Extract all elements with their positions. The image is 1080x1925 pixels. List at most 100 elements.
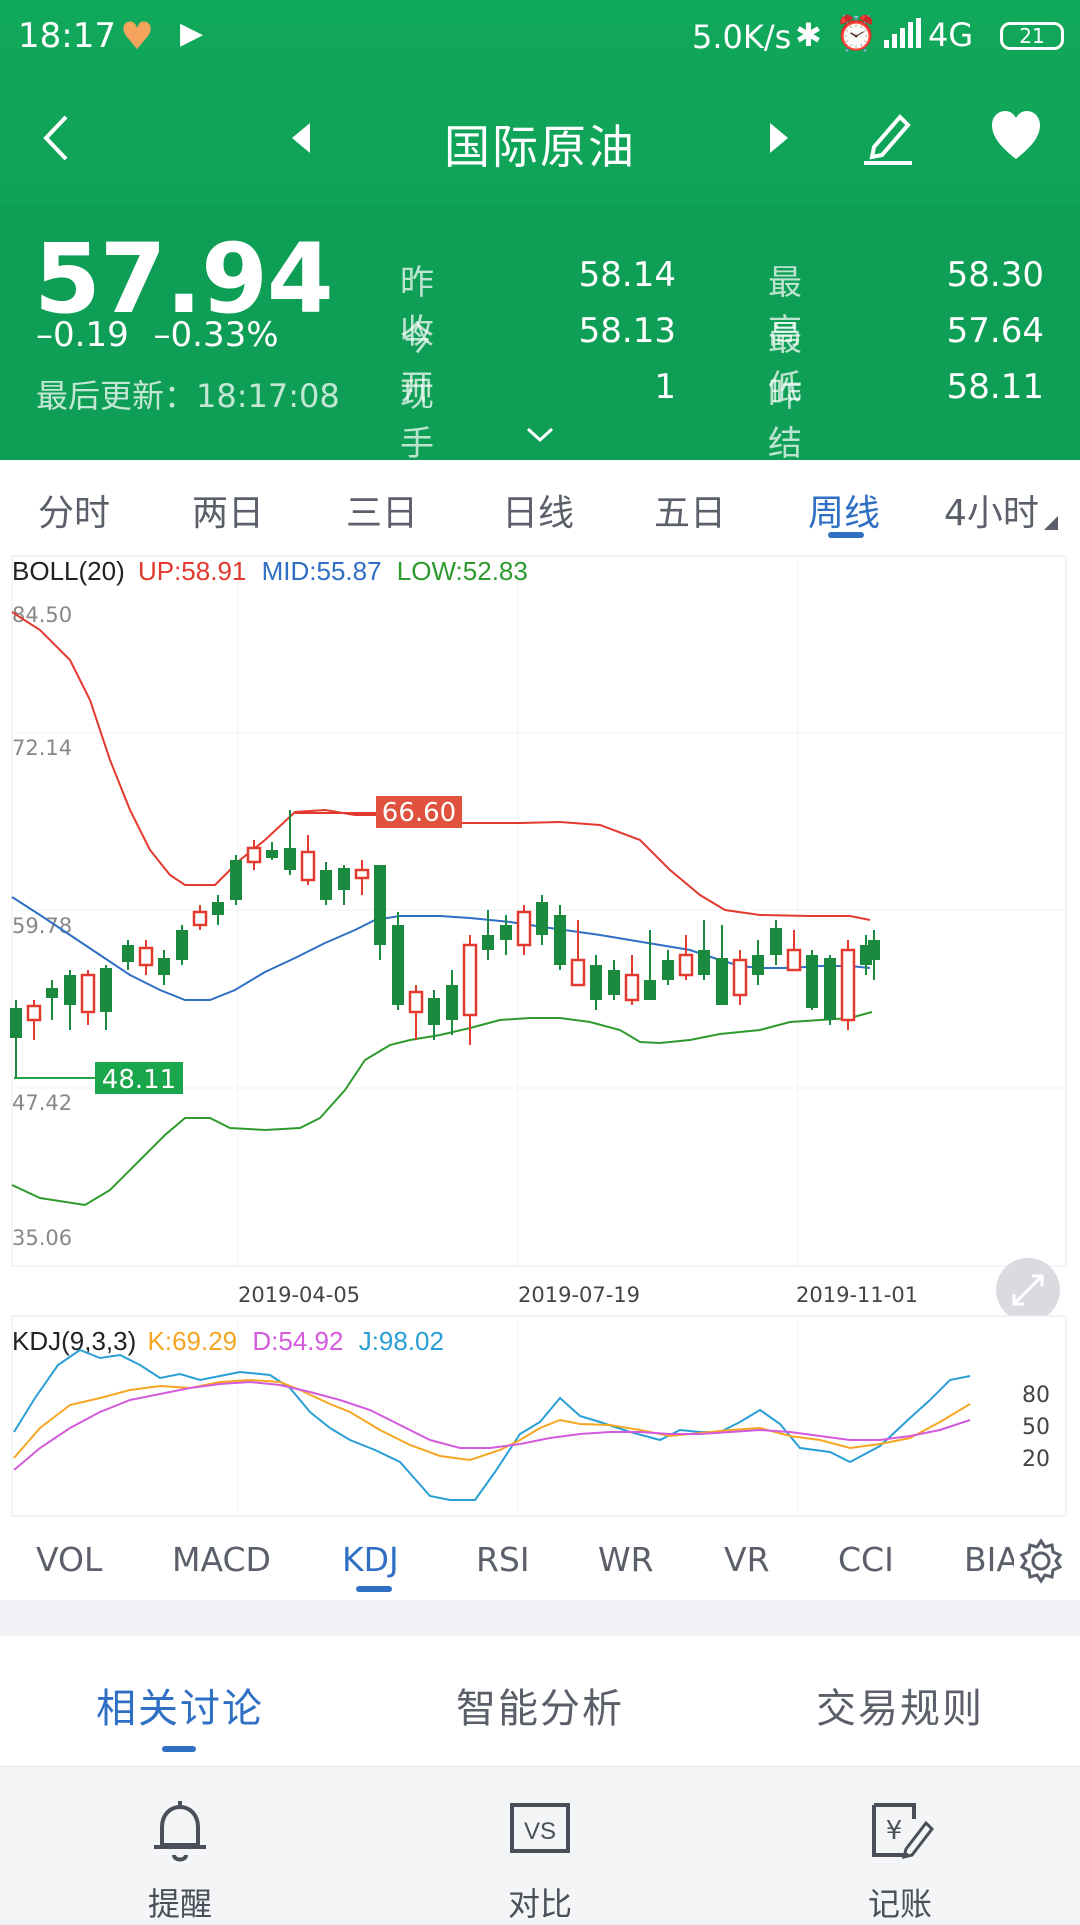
fullscreen-expand-icon[interactable] xyxy=(1012,1274,1044,1306)
tab-weekly[interactable]: 周线 xyxy=(808,493,881,534)
stat-high: 最高 58.30 xyxy=(768,255,1044,352)
candle-body xyxy=(590,965,602,1000)
candle-body xyxy=(158,958,170,975)
candle-body xyxy=(46,988,58,998)
dropdown-corner-icon[interactable] xyxy=(1044,516,1058,530)
min-marker-badge xyxy=(95,1062,183,1094)
stat-value: 57.64 xyxy=(946,311,1044,351)
nav-bar: 国际原油 xyxy=(0,95,1080,185)
signal-icon xyxy=(884,18,921,48)
change-percent: –0.33% xyxy=(153,315,279,355)
candle-body xyxy=(868,940,880,960)
tab-kdj[interactable]: KDJ xyxy=(342,1540,399,1579)
candle-body xyxy=(732,958,748,997)
heart-rate-icon: ♥ xyxy=(120,14,155,58)
expand-chevron-icon[interactable] xyxy=(526,427,554,443)
boll-name: BOLL(20) xyxy=(12,556,125,586)
bluetooth-icon: ✱ xyxy=(795,16,822,54)
boll-lower-band xyxy=(11,1011,873,1207)
compare-icon: VS xyxy=(510,1803,570,1853)
date-axis-label: 2019-04-05 xyxy=(238,1283,360,1307)
tab-bias-clip: BIAS xyxy=(964,1540,1014,1584)
chart-area: BOLL(20) UP:58.91 MID:55.87 LOW:52.83 84… xyxy=(0,550,1080,1600)
candle-body xyxy=(354,868,370,880)
price-axis-label: 59.78 xyxy=(12,914,72,938)
candle-body xyxy=(608,970,620,995)
candle-body xyxy=(122,945,134,962)
alert-label: 提醒 xyxy=(147,1885,212,1923)
candle-body xyxy=(462,943,478,1017)
candle-body xyxy=(392,925,404,1005)
tab-smart-analysis[interactable]: 智能分析 xyxy=(456,1686,624,1732)
previous-icon[interactable] xyxy=(292,123,312,153)
candle-body xyxy=(408,990,424,1014)
kdj-k: K:69.29 xyxy=(148,1326,238,1356)
stat-label: 昨结 xyxy=(768,375,826,464)
settings-gear-icon[interactable] xyxy=(1018,1538,1064,1584)
date-axis-label: 2019-11-01 xyxy=(796,1283,918,1307)
boll-low: LOW:52.83 xyxy=(397,556,528,586)
stat-label: 最高 xyxy=(768,263,826,352)
tab-daily[interactable]: 日线 xyxy=(502,493,575,534)
edit-icon[interactable] xyxy=(862,109,914,165)
compare-button[interactable]: VS 对比 xyxy=(360,1767,720,1923)
candle-body xyxy=(770,928,782,955)
tab-five-day[interactable]: 五日 xyxy=(654,493,727,534)
next-icon[interactable] xyxy=(768,123,788,153)
candle-body xyxy=(246,846,262,864)
kdj-j: J:98.02 xyxy=(359,1326,444,1356)
section-divider xyxy=(0,1600,1080,1636)
tab-macd[interactable]: MACD xyxy=(172,1540,271,1579)
tab-three-day[interactable]: 三日 xyxy=(346,493,419,534)
tab-trading-rules[interactable]: 交易规则 xyxy=(816,1686,984,1732)
candle-body xyxy=(840,948,856,1022)
tab-bias[interactable]: BIAS xyxy=(964,1540,1014,1579)
stat-value: 58.30 xyxy=(946,255,1044,295)
tab-four-hour[interactable]: 4小时 xyxy=(944,493,1039,534)
tab-discussion[interactable]: 相关讨论 xyxy=(96,1686,264,1732)
active-indicator-underline xyxy=(356,1586,392,1592)
tab-two-day[interactable]: 两日 xyxy=(192,493,265,534)
boll-up: UP:58.91 xyxy=(138,556,246,586)
tab-rsi[interactable]: RSI xyxy=(476,1540,530,1579)
stat-label: 今开 xyxy=(400,319,458,408)
active-tab-indicator xyxy=(828,532,864,538)
tab-fenshi[interactable]: 分时 xyxy=(38,493,111,534)
kdj-axis-label: 50 xyxy=(1022,1415,1050,1440)
price-axis-label: 47.42 xyxy=(12,1091,72,1115)
price-axis-label: 35.06 xyxy=(12,1226,72,1250)
boll-upper-band xyxy=(11,611,871,921)
battery-icon: 21 xyxy=(1000,22,1064,50)
max-marker-badge xyxy=(376,796,462,828)
candle-body xyxy=(266,850,278,858)
header-area: 18:17 ♥ ▶ 5.0K/s ✱ ⏰ 4G 21 国际原油 xyxy=(0,0,1080,464)
tab-cci[interactable]: CCI xyxy=(838,1540,894,1579)
alert-button[interactable]: 提醒 xyxy=(0,1767,360,1923)
stat-low: 最低 57.64 xyxy=(768,311,1044,408)
candle-body xyxy=(500,925,512,940)
ledger-button[interactable]: ¥ 记账 xyxy=(720,1767,1080,1923)
back-icon[interactable] xyxy=(38,113,78,163)
price-chart[interactable]: BOLL(20) UP:58.91 MID:55.87 LOW:52.83 84… xyxy=(0,550,1080,1530)
candle-body xyxy=(662,960,674,980)
active-section-underline xyxy=(162,1746,196,1752)
price-axis-label: 84.50 xyxy=(12,603,72,627)
candle-body xyxy=(554,915,566,965)
tab-vr[interactable]: VR xyxy=(724,1540,770,1579)
kdj-k-line xyxy=(13,1378,971,1462)
tab-vol[interactable]: VOL xyxy=(36,1540,103,1579)
tab-wr[interactable]: WR xyxy=(598,1540,654,1579)
candle-body xyxy=(624,973,640,1002)
price-axis-label: 72.14 xyxy=(12,736,72,760)
status-bar: 18:17 ♥ ▶ 5.0K/s ✱ ⏰ 4G 21 xyxy=(0,0,1080,76)
candle-body xyxy=(824,958,836,1020)
kdj-header: KDJ(9,3,3) K:69.29 D:54.92 J:98.02 xyxy=(12,1326,444,1356)
candle-body xyxy=(320,870,332,900)
candle-body xyxy=(192,910,208,927)
candle-body xyxy=(300,850,316,882)
candle-body xyxy=(570,958,586,987)
period-tabs: 分时 两日 三日 日线 五日 周线 4小时 xyxy=(0,460,1080,550)
bell-icon xyxy=(154,1801,206,1862)
favorite-heart-icon[interactable] xyxy=(990,109,1042,165)
page-title: 国际原油 xyxy=(444,120,636,174)
